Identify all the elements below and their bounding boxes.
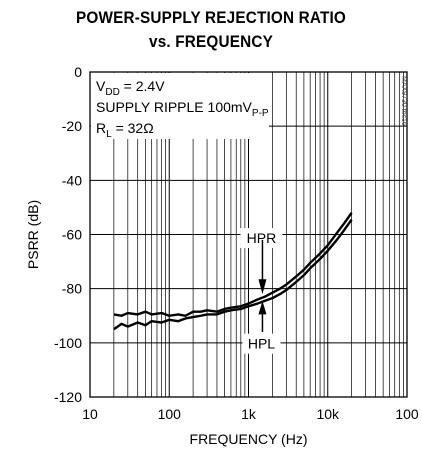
chart-title-line-2: vs. FREQUENCY bbox=[149, 32, 273, 51]
x-axis-label: FREQUENCY (Hz) bbox=[190, 431, 308, 447]
condition-vdd: VDD = 2.4V bbox=[96, 78, 165, 98]
series-line-hpr bbox=[113, 212, 353, 317]
x-tick-label: 1k bbox=[241, 406, 257, 422]
x-tick-label: 100 bbox=[158, 406, 182, 422]
hpr-label-bg bbox=[240, 228, 283, 249]
y-tick-label: -60 bbox=[62, 227, 82, 243]
hpl-label-bg bbox=[242, 333, 281, 354]
y-tick-label: -20 bbox=[62, 118, 82, 134]
x-tick-label: 10 bbox=[82, 406, 98, 422]
y-tick-label: -80 bbox=[62, 281, 82, 297]
condition-rl: RL = 32Ω bbox=[96, 120, 154, 140]
hpr-arrow-head bbox=[258, 279, 267, 295]
x-tick-label: 100 bbox=[395, 406, 419, 422]
x-tick-label: 10k bbox=[316, 406, 340, 422]
y-axis-label: PSRR (dB) bbox=[25, 200, 41, 269]
condition-supply-ripple: SUPPLY RIPPLE 100mVP-P bbox=[96, 99, 269, 119]
conditions-box bbox=[91, 73, 269, 139]
hpl-arrow-head bbox=[258, 300, 267, 315]
y-tick-label: 0 bbox=[74, 64, 82, 80]
plot-frame bbox=[89, 71, 408, 398]
chart-title-line-1: POWER-SUPPLY REJECTION RATIO bbox=[76, 8, 346, 27]
watermark-text: MAX9730 toc16 bbox=[400, 76, 407, 126]
hpr-annotation: HPR bbox=[247, 230, 277, 246]
y-tick-label: -100 bbox=[54, 335, 82, 351]
hpl-annotation: HPL bbox=[248, 336, 275, 352]
y-tick-label: -40 bbox=[62, 172, 82, 188]
y-tick-label: -120 bbox=[54, 389, 82, 405]
series-line-hpl bbox=[113, 218, 353, 331]
